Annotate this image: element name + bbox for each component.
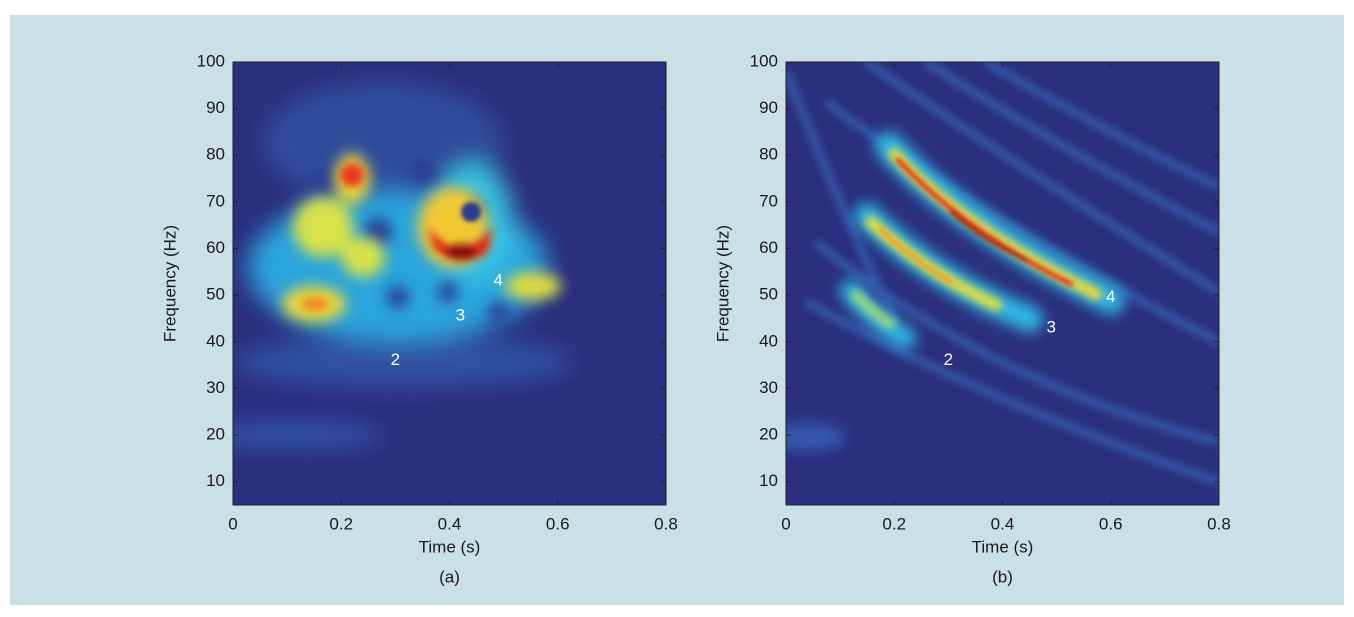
y-tick-label: 30	[206, 378, 225, 397]
annotation: 2	[944, 350, 953, 369]
annotation: 4	[493, 271, 502, 290]
x-tick-label: 0.4	[991, 514, 1015, 533]
y-tick-label: 30	[759, 378, 778, 397]
heat-hole	[461, 202, 481, 222]
y-tick-label: 70	[759, 191, 778, 210]
y-tick-label: 10	[759, 471, 778, 490]
heat-ridges	[840, 132, 1125, 349]
y-tick-label: 10	[206, 471, 225, 490]
heatmap-b	[786, 62, 1219, 505]
y-tick-label: 50	[759, 285, 778, 304]
x-tick-label: 0.8	[654, 514, 678, 533]
y-tick-label: 60	[759, 238, 778, 257]
y-tick-label: 90	[206, 98, 225, 117]
annotation: 3	[456, 306, 465, 325]
heat-harmonics	[786, 62, 1219, 486]
y-axis-label: Frequency (Hz)	[713, 225, 732, 342]
annotation: 3	[1046, 317, 1055, 336]
y-tick-label: 40	[759, 331, 778, 350]
y-tick-label: 80	[759, 145, 778, 164]
y-tick-label: 40	[206, 331, 225, 350]
y-tick-label: 80	[206, 145, 225, 164]
x-tick-label: 0	[781, 514, 790, 533]
panel-label: (a)	[439, 567, 460, 586]
x-tick-label: 0	[228, 514, 237, 533]
annotation: 2	[391, 350, 400, 369]
x-axis-label: Time (s)	[419, 537, 481, 556]
x-axis-label: Time (s)	[972, 537, 1034, 556]
y-tick-label: 100	[197, 51, 225, 70]
x-tick-label: 0.4	[438, 514, 462, 533]
y-tick-label: 20	[206, 425, 225, 444]
y-tick-label: 100	[750, 51, 778, 70]
y-tick-label: 70	[206, 191, 225, 210]
y-tick-label: 90	[759, 98, 778, 117]
heatmap-a	[233, 62, 666, 505]
y-tick-label: 60	[206, 238, 225, 257]
x-tick-label: 0.8	[1207, 514, 1231, 533]
x-tick-label: 0.2	[882, 514, 906, 533]
y-tick-label: 50	[206, 285, 225, 304]
heat-cores	[301, 163, 493, 311]
x-tick-label: 0.2	[329, 514, 353, 533]
annotation: 4	[1106, 287, 1115, 306]
panel-label: (b)	[992, 567, 1013, 586]
y-axis-label: Frequency (Hz)	[160, 225, 179, 342]
y-tick-label: 20	[759, 425, 778, 444]
x-tick-label: 0.6	[1099, 514, 1123, 533]
x-tick-label: 0.6	[546, 514, 570, 533]
heat-field	[786, 423, 846, 451]
